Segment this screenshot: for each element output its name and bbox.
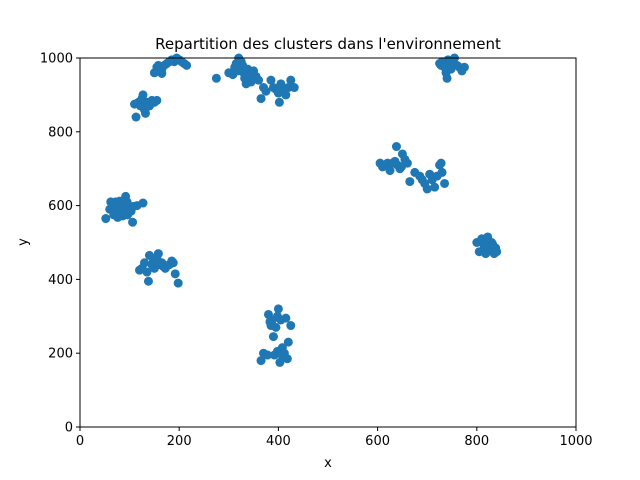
chart-title: Repartition des clusters dans l'environn… [155,35,501,53]
scatter-point [286,75,296,85]
x-axis-ticks: 0 200 400 600 800 1000 [76,427,593,449]
scatter-point [289,83,299,93]
x-tick-label: 0 [76,434,84,449]
x-tick-label: 600 [365,434,390,449]
scatter-point [128,217,138,227]
scatter-point [101,214,111,224]
y-tick-label: 0 [65,421,73,436]
scatter-point [153,249,163,259]
scatter-point [117,209,127,219]
scatter-point [139,258,149,268]
points-layer [101,53,502,367]
scatter-point [273,304,283,314]
scatter-point [402,158,412,168]
scatter-point [276,349,286,359]
scatter-point [152,95,162,105]
scatter-point [173,278,183,288]
y-axis-ticks: 0 200 400 600 800 1000 [40,52,80,436]
y-tick-label: 400 [48,273,73,288]
scatter-point [140,108,150,118]
plot-frame [79,57,577,428]
scatter-point [274,97,284,107]
scatter-point [170,269,180,279]
scatter-point [283,337,293,347]
scatter-point [385,166,395,176]
x-tick-label: 1000 [559,434,592,449]
scatter-point [138,198,148,208]
scatter-point [281,90,291,100]
scatter-point [459,62,469,72]
scatter-point [182,60,192,70]
scatter-point [440,178,450,188]
x-tick-label: 400 [266,434,291,449]
scatter-point [442,73,452,83]
scatter-point [492,247,502,257]
y-tick-label: 200 [48,347,73,362]
y-tick-label: 600 [48,199,73,214]
scatter-point [143,276,153,286]
scatter-point [391,142,401,152]
scatter-point [131,112,141,122]
scatter-point [256,356,266,366]
scatter-point [405,177,415,187]
scatter-point [276,79,286,89]
y-tick-label: 800 [48,125,73,140]
scatter-point [266,75,276,85]
scatter-point [211,73,221,83]
scatter-point [282,354,292,364]
scatter-point [256,94,266,104]
scatter-point [271,322,281,332]
scatter-point [262,350,272,360]
scatter-point [168,258,178,268]
scatter-point [157,68,167,78]
scatter-point [281,313,291,323]
scatter-point [142,267,152,277]
y-axis-label: y [16,238,31,246]
scatter-point [138,90,148,100]
scatter-point [422,184,432,194]
x-tick-label: 800 [464,434,489,449]
scatter-point [436,158,446,168]
x-axis-label: x [324,456,332,471]
scatter-point [430,182,440,192]
scatter-point [254,75,264,85]
scatter-point [261,86,271,96]
scatter-point [268,332,278,342]
x-tick-label: 200 [167,434,192,449]
scatter-point [286,321,296,331]
y-tick-label: 1000 [40,52,73,67]
scatter-point [437,167,447,177]
